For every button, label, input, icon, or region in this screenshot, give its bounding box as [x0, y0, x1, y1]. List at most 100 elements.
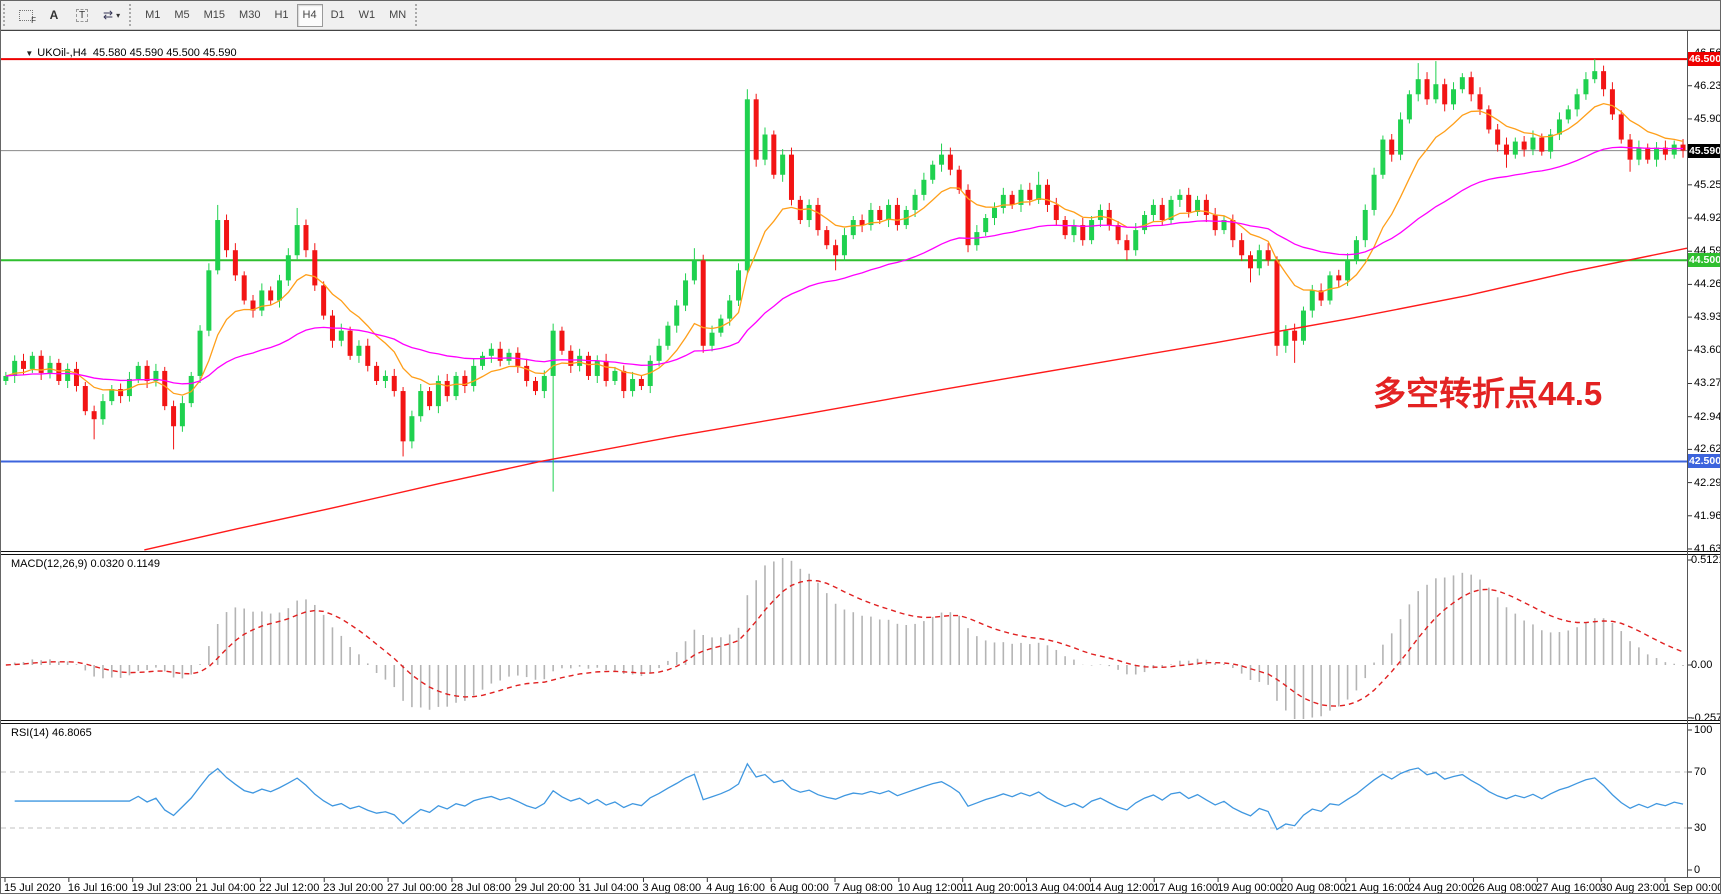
time-axis-label: 11 Aug 20:00 [961, 882, 1026, 894]
candle-body [824, 230, 830, 246]
candle-body [1336, 275, 1342, 281]
price-axis-label: 45.905 [1694, 112, 1721, 125]
candle-body [1398, 119, 1404, 155]
candle-body [1380, 139, 1386, 175]
candle-body [400, 391, 406, 442]
candle-body [1195, 199, 1201, 212]
time-axis-label: 26 Aug 08:00 [1472, 882, 1538, 894]
candle-body [1239, 240, 1245, 256]
rsi-axis-label: 30 [1694, 822, 1707, 834]
candle-body [1080, 225, 1086, 241]
candle-body [506, 352, 512, 361]
chevron-down-icon: ▾ [116, 10, 121, 20]
panel-separator-main-macd[interactable] [1, 551, 1720, 555]
candle-body [1583, 79, 1589, 95]
candle-body [1645, 147, 1651, 160]
timeframe-button-m30[interactable]: M30 [233, 4, 266, 27]
candle-body [1512, 141, 1518, 155]
candle-body [1044, 184, 1050, 205]
candle-body [1574, 94, 1580, 110]
candle-body [1274, 260, 1280, 346]
rsi-line [14, 762, 1684, 831]
timeframe-button-h4[interactable]: H4 [296, 3, 323, 27]
candle-body [753, 99, 759, 160]
candle-body [1124, 240, 1130, 251]
candle-body [1345, 260, 1351, 281]
panel-separator-macd-rsi[interactable] [1, 720, 1720, 724]
candle-body [541, 375, 547, 392]
rsi-indicator-label: RSI(14) 46.8065 [11, 727, 92, 739]
candle-body [1097, 209, 1103, 221]
toolbar-drag-handle[interactable] [3, 4, 10, 26]
price-tag-46.500: 46.500 [1688, 52, 1721, 67]
timeframe-button-m5[interactable]: M5 [168, 4, 195, 27]
candle-body [992, 207, 998, 219]
candle-body [788, 154, 794, 200]
candle-body [38, 355, 44, 373]
time-axis-label: 7 Aug 08:00 [834, 882, 893, 894]
candle-body [480, 355, 486, 366]
candle-body [815, 204, 821, 231]
candle-body [1221, 220, 1227, 231]
candle-body [179, 403, 185, 427]
candle-body [1133, 230, 1139, 251]
time-axis-label: 24 Aug 20:00 [1408, 882, 1474, 894]
candle-body [1389, 139, 1395, 155]
candle-body [153, 370, 159, 381]
font-a-icon: A [49, 8, 59, 22]
candle-body [356, 345, 362, 356]
candle-body [912, 194, 918, 210]
symbol-dropdown-icon[interactable]: ▼ [25, 49, 34, 58]
time-axis-label: 4 Aug 16:00 [706, 882, 766, 894]
candle-body [294, 225, 300, 256]
symbol-ohlc-label[interactable]: ▼ UKOil-,H4 45.580 45.590 45.500 45.590 [7, 35, 236, 71]
candle-body [709, 332, 715, 346]
candle-body [1327, 275, 1333, 301]
candle-body [303, 225, 309, 251]
chart-area[interactable]: 46.56546.23545.90545.25044.92044.59044.2… [1, 30, 1721, 894]
chart-canvas[interactable] [1, 31, 1721, 894]
candle-body [497, 348, 503, 361]
candle-body [1371, 174, 1377, 210]
timeframe-button-m15[interactable]: M15 [198, 4, 231, 27]
candle-body [1609, 89, 1615, 115]
arrows-style-button[interactable]: ⇄ ▾ [97, 4, 126, 27]
candle-body [21, 360, 27, 369]
insert-text-button[interactable]: A [41, 4, 67, 27]
candle-body [197, 330, 203, 376]
candle-body [47, 362, 53, 373]
time-axis-label: 30 Aug 23:00 [1600, 882, 1665, 894]
candle-body [224, 220, 230, 251]
timeframe-button-d1[interactable]: D1 [325, 4, 351, 27]
timeframe-button-m1[interactable]: M1 [139, 4, 166, 27]
candle-body [1177, 194, 1183, 200]
timeframe-button-mn[interactable]: MN [383, 4, 412, 27]
candle-body [374, 365, 380, 381]
candle-body [806, 204, 812, 221]
time-axis-label: 16 Jul 16:00 [67, 882, 128, 894]
candle-body [921, 179, 927, 195]
time-axis-label: 6 Aug 00:00 [770, 882, 829, 894]
toolbar: F A T ⇄ ▾ M1 M5 M15 M30 H1 H4 D1 W1 MN [1, 1, 1720, 30]
chart-grid-f-button[interactable]: F [13, 4, 39, 27]
price-axis-label: 43.605 [1694, 344, 1721, 357]
time-axis-label: 19 Aug 00:00 [1217, 882, 1282, 894]
text-label-button[interactable]: T [69, 4, 95, 27]
price-axis-label: 42.290 [1694, 476, 1721, 489]
candle-body [453, 375, 459, 397]
candle-body [877, 209, 883, 221]
toolbar-drag-handle[interactable] [129, 4, 136, 26]
candle-body [1486, 109, 1492, 130]
time-axis-label: 29 Jul 20:00 [514, 882, 575, 894]
ma-fast-orange [5, 102, 1684, 396]
candle-body [868, 209, 874, 226]
candle-body [259, 290, 265, 311]
candle-body [1548, 134, 1554, 152]
timeframe-button-h1[interactable]: H1 [268, 4, 294, 27]
toolbar-drag-handle[interactable] [415, 4, 422, 26]
time-axis-label: 20 Aug 08:00 [1280, 882, 1346, 894]
timeframe-button-w1[interactable]: W1 [353, 4, 382, 27]
price-axis-label: 43.275 [1694, 377, 1721, 390]
candle-body [1654, 147, 1660, 160]
candle-body [1468, 77, 1474, 95]
